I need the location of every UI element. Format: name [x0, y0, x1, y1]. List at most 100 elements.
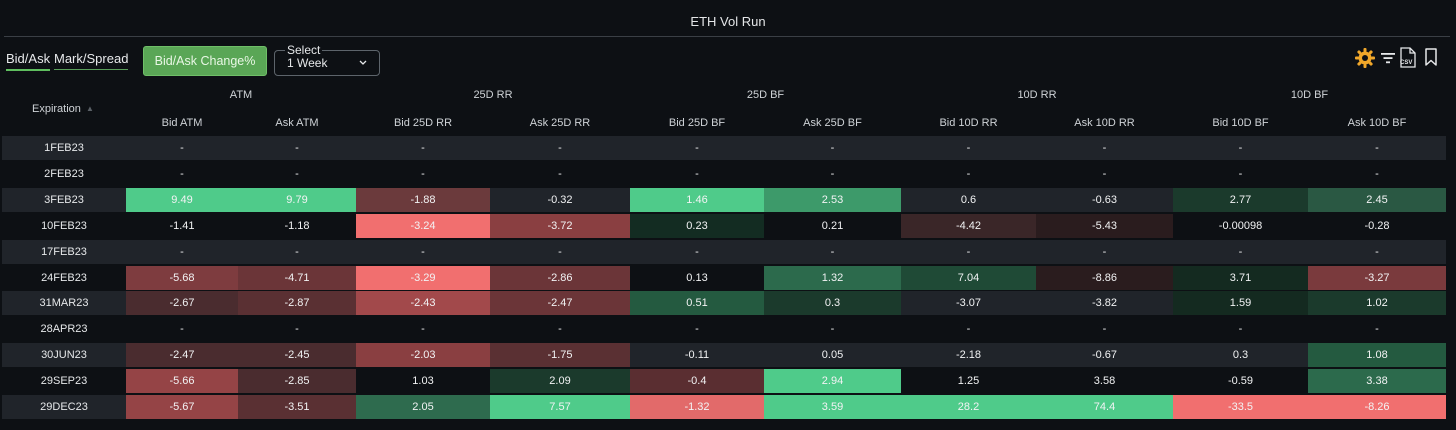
value-cell: 0.21 — [821, 220, 844, 232]
table-row: 17FEB23 - - - - - - - - - - — [2, 240, 1446, 264]
value-cell: - — [421, 246, 425, 258]
value-cell: - — [695, 323, 699, 335]
value-cell: - — [558, 323, 562, 335]
value-cell: - — [830, 323, 835, 335]
value-cell: - — [966, 246, 971, 258]
table-row: 24FEB23 -5.68 -4.71 -3.29 -2.86 0.13 1.32 7.04-… — [2, 266, 1446, 290]
gear-icon[interactable] — [1354, 47, 1376, 74]
value-cell: - — [180, 142, 184, 154]
table-row: 29SEP23 -5.66 -2.85 1.03 2.09 -0.4 2.94 1.25 3.5… — [2, 369, 1446, 393]
value-cell: 7.57 — [490, 395, 630, 419]
value-cell: 0.51 — [630, 291, 764, 315]
bid-ask-change-button[interactable]: Bid/Ask Change% — [143, 46, 267, 76]
value-cell: -0.63 — [1091, 194, 1118, 206]
table-row: 2FEB23 - - - - - - - - - - — [2, 162, 1446, 186]
csv-export-icon[interactable]: CSV — [1399, 47, 1417, 74]
value-cell: - — [966, 323, 971, 335]
table-row: 1FEB23 - - - - - - - - - - — [2, 136, 1446, 160]
value-cell: 0.13 — [686, 272, 708, 284]
value-cell: - — [1102, 142, 1107, 154]
expiration-cell: 24FEB23 — [41, 272, 87, 284]
csv-label: CSV — [1400, 60, 1413, 66]
value-cell: -5.43 — [1036, 214, 1173, 238]
value-cell: 3.71 — [1173, 266, 1308, 290]
value-cell: - — [695, 168, 699, 180]
value-cell: 2.53 — [764, 188, 901, 212]
value-cell: -3.72 — [490, 214, 630, 238]
period-select[interactable]: Select 1 Week — [274, 43, 380, 76]
group-header: ATM — [229, 89, 253, 101]
table-row: 31MAR23 -2.67 -2.87 -2.43 -2.47 0.51 0.3 -3.07 -… — [2, 291, 1446, 315]
value-cell: 0.05 — [821, 349, 844, 361]
filter-icon[interactable] — [1380, 50, 1396, 71]
value-cell: -5.66 — [126, 369, 238, 393]
column-header[interactable]: Bid 25D BF — [668, 117, 726, 129]
column-header[interactable]: Ask 10D RR — [1074, 117, 1135, 129]
value-cell: 1.46 — [630, 188, 764, 212]
value-cell: -3.29 — [356, 266, 490, 290]
value-cell: - — [558, 246, 562, 258]
period-select-label: Select — [285, 43, 323, 57]
value-cell: 9.49 — [126, 188, 238, 212]
value-cell: -2.45 — [238, 343, 356, 367]
value-cell: 1.03 — [412, 375, 434, 387]
value-cell: 1.59 — [1173, 291, 1308, 315]
value-cell: - — [1375, 142, 1379, 154]
value-cell: - — [1102, 168, 1107, 180]
chevron-down-icon — [357, 55, 369, 74]
expiration-cell: 17FEB23 — [41, 246, 87, 258]
period-select-value: 1 Week — [287, 56, 328, 70]
value-cell: 0.6 — [960, 194, 977, 206]
value-cell: -8.26 — [1308, 395, 1446, 419]
expiration-header[interactable]: Expiration — [32, 103, 81, 115]
expiration-cell: 28APR23 — [40, 323, 88, 335]
column-header[interactable]: Ask 25D RR — [529, 117, 591, 129]
value-cell: -4.42 — [901, 214, 1036, 238]
value-cell: 1.25 — [957, 375, 980, 387]
value-cell: - — [695, 142, 699, 154]
column-header[interactable]: Ask 10D BF — [1347, 117, 1407, 129]
value-cell: -1.32 — [630, 395, 764, 419]
title-divider — [4, 36, 1450, 37]
value-cell: -2.85 — [238, 369, 356, 393]
value-cell: - — [421, 323, 425, 335]
value-cell: - — [295, 142, 299, 154]
value-cell: -2.67 — [126, 291, 238, 315]
value-cell: 1.08 — [1308, 343, 1446, 367]
value-cell: - — [421, 142, 425, 154]
value-cell: -8.86 — [1036, 266, 1173, 290]
tab-mark-spread[interactable]: Mark/Spread — [54, 51, 129, 70]
value-cell: - — [1375, 323, 1379, 335]
value-cell: 1.32 — [764, 266, 901, 290]
value-cell: -0.11 — [684, 349, 710, 361]
table-row: 10FEB23 -1.41 -1.18 -3.24 -3.72 0.23 0.21 -4.42… — [2, 214, 1446, 238]
value-cell: -2.43 — [356, 291, 490, 315]
column-header[interactable]: Bid 25D RR — [393, 117, 453, 129]
value-cell: - — [1375, 246, 1379, 258]
sort-arrow-icon[interactable]: ▲ — [86, 104, 94, 113]
bookmark-icon[interactable] — [1424, 48, 1438, 71]
group-header: 10D RR — [1017, 89, 1057, 101]
table-row: 30JUN23 -2.47 -2.45 -2.03 -1.75 -0.11 0.05 -2.1… — [2, 343, 1446, 367]
value-cell: -0.4 — [630, 369, 764, 393]
column-header[interactable]: Ask ATM — [275, 117, 319, 129]
column-header[interactable]: Bid ATM — [161, 117, 203, 129]
value-cell: -5.67 — [126, 395, 238, 419]
value-cell: -3.51 — [238, 395, 356, 419]
column-header[interactable]: Bid 10D RR — [939, 117, 998, 129]
value-cell: -2.03 — [356, 343, 490, 367]
value-cell: -1.18 — [284, 220, 310, 232]
tab-bid-ask[interactable]: Bid/Ask — [6, 51, 51, 71]
value-cell: - — [1238, 246, 1243, 258]
value-cell: -2.87 — [238, 291, 356, 315]
column-header[interactable]: Bid 10D BF — [1212, 117, 1269, 129]
value-cell: 3.38 — [1308, 369, 1446, 393]
value-cell: - — [295, 246, 299, 258]
value-cell: -3.82 — [1091, 297, 1118, 309]
value-cell: - — [558, 142, 562, 154]
value-cell: - — [1102, 323, 1107, 335]
page-title: ETH Vol Run — [690, 14, 766, 29]
value-cell: 0.3 — [1232, 349, 1249, 361]
column-header[interactable]: Ask 25D BF — [803, 117, 862, 129]
value-cell: - — [966, 142, 971, 154]
